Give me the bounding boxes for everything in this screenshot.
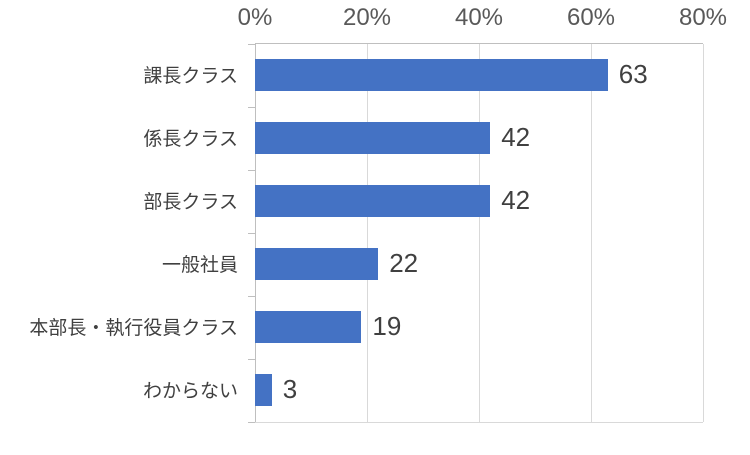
value-label: 3 (282, 374, 298, 404)
value-label: 22 (389, 248, 419, 278)
value-label: 42 (501, 122, 531, 152)
axis-tick-mark (248, 169, 255, 171)
axis-tick-mark (248, 358, 255, 360)
bar (255, 247, 379, 280)
bar (255, 58, 608, 91)
gridline (590, 44, 592, 422)
axis-tick-mark (248, 106, 255, 108)
x-axis-tick-label: 80% (678, 4, 728, 31)
x-axis-tick-label: 40% (454, 4, 504, 31)
axis-tick-mark (248, 295, 255, 297)
category-label: 一般社員 (161, 255, 238, 276)
bar (255, 373, 272, 406)
gridline (366, 44, 368, 422)
x-axis-tick-label: 0% (237, 4, 273, 31)
x-axis-tick-label: 20% (342, 4, 392, 31)
x-axis-tick-label: 60% (566, 4, 616, 31)
category-label: 係長クラス (143, 129, 238, 150)
category-label: 課長クラス (143, 66, 238, 87)
category-label: 部長クラス (143, 192, 238, 213)
value-label: 19 (372, 311, 402, 341)
plot-area (248, 43, 704, 423)
bar (255, 184, 491, 217)
value-label: 42 (501, 185, 531, 215)
bar (255, 310, 362, 343)
axis-tick-mark (248, 43, 255, 45)
value-label: 63 (618, 59, 648, 89)
gridline (478, 44, 480, 422)
bar (255, 121, 491, 154)
category-axis-line (254, 44, 256, 422)
axis-tick-mark (248, 421, 255, 423)
axis-tick-mark (248, 232, 255, 234)
category-label: わからない (142, 381, 238, 402)
gridline (702, 44, 704, 422)
category-label: 本部長・執行役員クラス (29, 318, 238, 339)
